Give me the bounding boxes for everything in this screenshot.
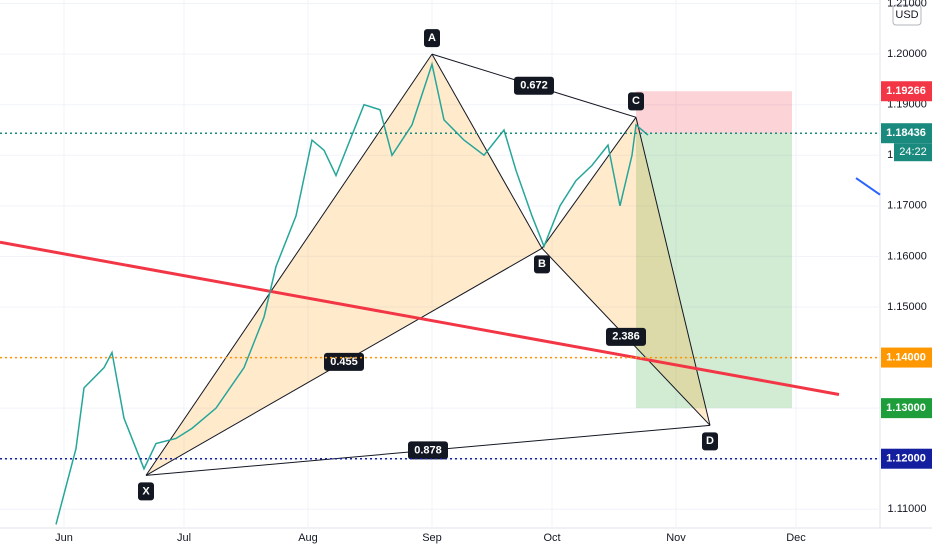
ratio-box <box>324 352 364 371</box>
pattern-xab <box>146 54 542 476</box>
countdown-tag <box>894 143 932 162</box>
point-box <box>424 29 440 48</box>
ratio-box <box>408 441 448 460</box>
currency-box <box>892 4 922 26</box>
point-box <box>534 255 550 274</box>
ratio-box <box>606 327 646 346</box>
currency: USD <box>895 9 918 21</box>
x-tick-label: Jun <box>55 532 73 544</box>
price-tag <box>881 347 932 368</box>
stop-zone <box>636 91 792 134</box>
point-label: A <box>428 32 436 44</box>
trendline <box>855 177 881 196</box>
price-tag-label: 1.18436 <box>886 127 926 139</box>
price-tag-label: 1.13000 <box>886 402 926 414</box>
pattern-leg <box>541 117 637 249</box>
price-tag <box>881 448 932 469</box>
point-box <box>628 92 644 111</box>
y-tick-label: 1.20000 <box>887 48 927 60</box>
pattern-bcd <box>542 117 710 426</box>
point-label: C <box>632 95 640 107</box>
x-tick-label: Jul <box>177 532 191 544</box>
price-tag-label: 1.12000 <box>886 453 926 465</box>
point-box <box>138 482 154 501</box>
y-tick-label: 1.11000 <box>888 503 927 515</box>
y-tick-label: 1.19000 <box>887 99 927 111</box>
y-tick-label: 1.15000 <box>887 301 927 313</box>
countdown: 24:22 <box>899 146 927 158</box>
point-label: X <box>142 485 150 497</box>
x-tick-label: Sep <box>422 532 442 544</box>
x-tick-label: Dec <box>786 532 806 544</box>
price-tag <box>881 398 932 419</box>
y-tick-label: 1.16000 <box>887 250 927 262</box>
price-line <box>55 61 649 525</box>
point-box <box>702 432 718 451</box>
point-label: D <box>706 435 714 447</box>
ratio-box <box>514 76 554 95</box>
x-tick-label: Oct <box>543 532 560 544</box>
y-tick-label: 1.17000 <box>887 200 927 212</box>
point-label: B <box>538 258 546 270</box>
price-tag-label: 1.19266 <box>886 85 926 97</box>
y-tick-label: 1.21000 <box>887 0 927 9</box>
price-tag-label: 1.14000 <box>886 351 926 363</box>
ratio-label: 0.672 <box>520 80 548 92</box>
pattern-leg <box>635 117 711 426</box>
x-tick-label: Aug <box>298 532 318 544</box>
ratio-label: 0.878 <box>414 444 442 456</box>
trendline <box>0 240 840 396</box>
ratio-label: 0.455 <box>330 356 358 368</box>
price-tag <box>881 81 932 102</box>
price-tag <box>881 123 932 144</box>
ratio-label: 2.386 <box>612 331 640 343</box>
x-tick-label: Nov <box>666 532 686 544</box>
